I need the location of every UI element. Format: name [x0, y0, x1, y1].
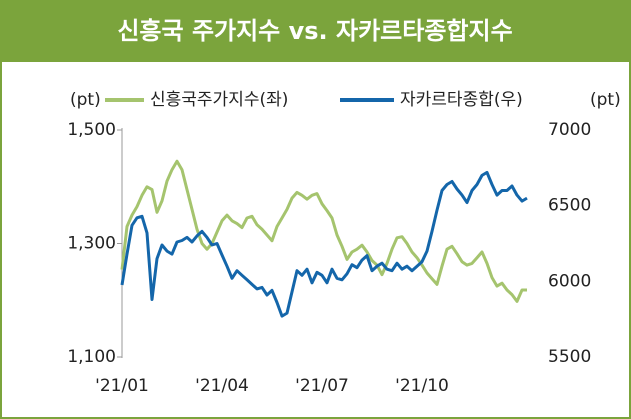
chart-title: 신흥국 주가지수 vs. 자카르타종합지수: [117, 17, 512, 45]
y2-axis-label: (pt): [590, 90, 621, 110]
y-axis-label: (pt): [70, 90, 101, 110]
legend-label: 자카르타종합(우): [400, 90, 523, 110]
x-tick-label: '21/04: [195, 376, 249, 396]
title-bar: [0, 0, 631, 62]
x-tick-label: '21/07: [295, 376, 349, 396]
y2-tick-label: 6000: [548, 271, 591, 291]
y-tick-label: 1,100: [67, 347, 116, 367]
y2-tick-label: 5500: [548, 347, 591, 367]
x-tick-label: '21/01: [95, 376, 149, 396]
x-tick-label: '21/10: [395, 376, 449, 396]
y2-tick-label: 6500: [548, 196, 591, 216]
legend-label: 신흥국주가지수(좌): [150, 90, 288, 110]
series-line: [120, 170, 528, 318]
y-tick-label: 1,500: [67, 120, 116, 140]
y2-tick-label: 7000: [548, 120, 591, 140]
series-line: [120, 159, 527, 303]
y-tick-label: 1,300: [67, 234, 116, 254]
